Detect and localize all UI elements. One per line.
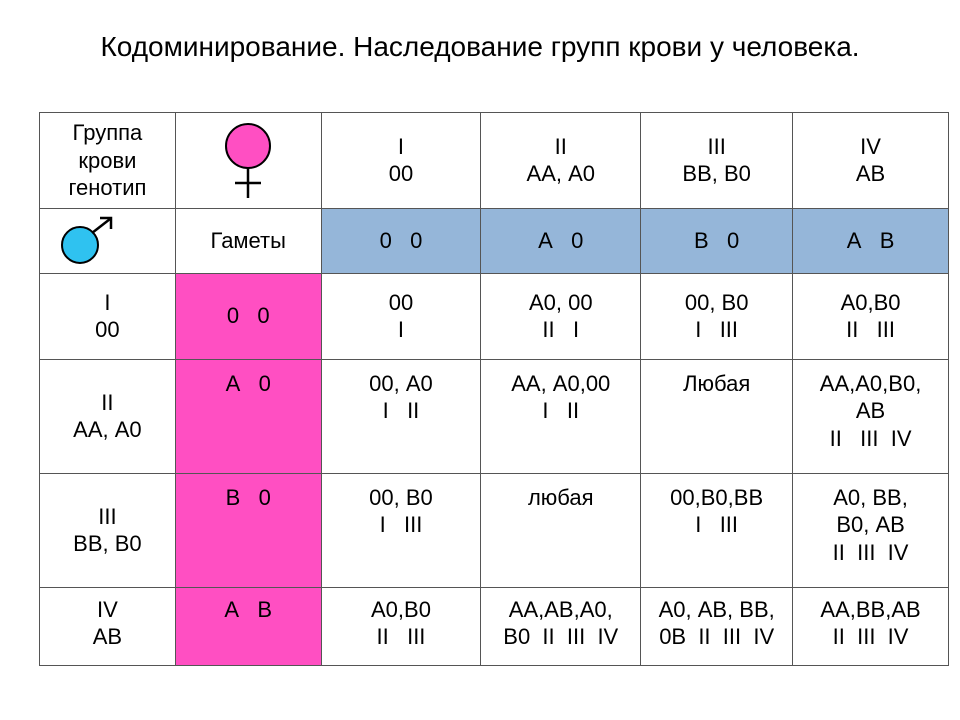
male-gamete-1: 0 0	[175, 273, 321, 359]
female-symbol-cell	[175, 113, 321, 209]
male-gamete-3: В 0	[175, 473, 321, 587]
col-head-1: I00	[321, 113, 481, 209]
cell-2-4: АА,А0,В0,АВII III IV	[793, 359, 949, 473]
data-row-3: IIIВВ, В0 В 0 00, В0I III любая 00,В0,ВВ…	[40, 473, 949, 587]
cell-2-2: АА, А0,00I II	[481, 359, 641, 473]
page-title: Кодоминирование. Наследование групп кров…	[0, 0, 960, 74]
female-gamete-4: А В	[793, 208, 949, 273]
cell-3-1: 00, В0I III	[321, 473, 481, 587]
cell-2-3: Любая	[641, 359, 793, 473]
male-icon	[44, 215, 171, 267]
header-label: Группакровигенотип	[40, 113, 176, 209]
cell-3-4: А0, ВВ,В0, АВII III IV	[793, 473, 949, 587]
header-row-1: Группакровигенотип I00 IIАА, А0 IIIВВ, В…	[40, 113, 949, 209]
female-gamete-2: А 0	[481, 208, 641, 273]
data-row-1: I00 0 0 00I А0, 00II I 00, В0I III А0,В0…	[40, 273, 949, 359]
female-gamete-1: 0 0	[321, 208, 481, 273]
cell-3-3: 00,В0,ВВI III	[641, 473, 793, 587]
row-group-2: IIАА, А0	[40, 359, 176, 473]
data-row-2: IIАА, А0 А 0 00, А0I II АА, А0,00I II Лю…	[40, 359, 949, 473]
male-gamete-2: А 0	[175, 359, 321, 473]
col-head-4: IVАВ	[793, 113, 949, 209]
col-head-3: IIIВВ, В0	[641, 113, 793, 209]
gametes-label: Гаметы	[175, 208, 321, 273]
inheritance-table: Группакровигенотип I00 IIАА, А0 IIIВВ, В…	[39, 112, 949, 666]
cell-2-1: 00, А0I II	[321, 359, 481, 473]
cell-1-2: А0, 00II I	[481, 273, 641, 359]
male-gamete-4: А В	[175, 587, 321, 665]
cell-4-4: АА,ВВ,АВII III IV	[793, 587, 949, 665]
cell-1-1: 00I	[321, 273, 481, 359]
row-group-4: IVАВ	[40, 587, 176, 665]
cell-4-3: А0, АВ, ВВ,0В II III IV	[641, 587, 793, 665]
cell-3-2: любая	[481, 473, 641, 587]
male-symbol-cell	[40, 208, 176, 273]
female-gamete-3: В 0	[641, 208, 793, 273]
cell-4-2: АА,АВ,А0,В0 II III IV	[481, 587, 641, 665]
row-group-1: I00	[40, 273, 176, 359]
female-icon	[180, 119, 317, 202]
data-row-4: IVАВ А В А0,В0II III АА,АВ,А0,В0 II III …	[40, 587, 949, 665]
cell-1-3: 00, В0I III	[641, 273, 793, 359]
col-head-2: IIАА, А0	[481, 113, 641, 209]
header-row-2: Гаметы 0 0 А 0 В 0 А В	[40, 208, 949, 273]
row-group-3: IIIВВ, В0	[40, 473, 176, 587]
cell-1-4: А0,В0II III	[793, 273, 949, 359]
cell-4-1: А0,В0II III	[321, 587, 481, 665]
